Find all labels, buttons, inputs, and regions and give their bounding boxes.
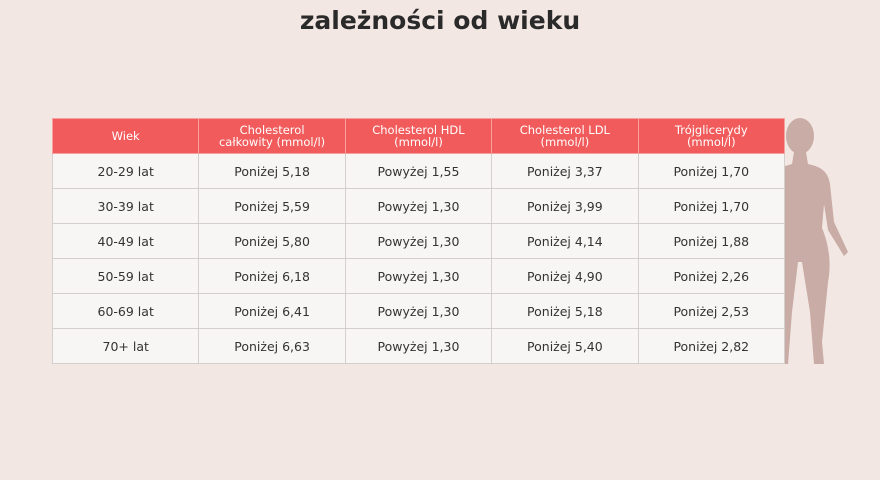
table-cell: Poniżej 4,14 — [491, 223, 639, 259]
table-cell: Poniżej 5,59 — [198, 188, 346, 224]
table-cell: Poniżej 3,99 — [491, 188, 639, 224]
table-cell: Poniżej 2,82 — [637, 328, 786, 364]
table-row: 40-49 lat Poniżej 5,80 Powyżej 1,30 Poniżej… — [51, 223, 786, 259]
table-cell: Poniżej 1,70 — [637, 153, 786, 189]
column-header: Cholesterol HDL (mmol/l) — [344, 118, 493, 154]
header-row: Wiek Cholesterol całkowity (mmol/l) Choles… — [51, 118, 786, 154]
table-cell: Poniżej 4,90 — [491, 258, 639, 294]
table-cell: 30-39 lat — [51, 188, 200, 224]
table-cell: Poniżej 6,63 — [198, 328, 346, 364]
table-cell: Poniżej 2,53 — [637, 293, 786, 329]
table-cell: Poniżej 2,26 — [637, 258, 786, 294]
table-cell: Poniżej 1,88 — [637, 223, 786, 259]
column-header-text: Wiek — [111, 129, 140, 143]
table-cell: 70+ lat — [51, 328, 200, 364]
table-row: 20-29 lat Poniżej 5,18 Powyżej 1,55 Poniżej… — [51, 153, 786, 189]
table-row: 50-59 lat Poniżej 6,18 Powyżej 1,30 Poniżej… — [51, 258, 786, 294]
column-header-text: Cholesterol całkowity (mmol/l) — [218, 123, 326, 149]
table-cell: 50-59 lat — [51, 258, 200, 294]
table-cell: Poniżej 5,18 — [491, 293, 639, 329]
column-header: Wiek — [51, 118, 200, 154]
table-cell: Powyżej 1,30 — [344, 328, 493, 364]
table-cell: 20-29 lat — [51, 153, 200, 189]
title: zależności od wieku — [299, 6, 581, 35]
table-row: 60-69 lat Poniżej 6,41 Powyżej 1,30 Poniżej… — [51, 293, 786, 329]
column-header-text: Trójglicerydy (mmol/l) — [674, 123, 748, 149]
cholesterol-table: Wiek Cholesterol całkowity (mmol/l) Choles… — [51, 118, 786, 364]
column-header: Trójglicerydy (mmol/l) — [637, 118, 786, 154]
table-cell: 40-49 lat — [51, 223, 200, 259]
table-cell: Poniżej 3,37 — [491, 153, 639, 189]
table-cell: Poniżej 5,18 — [198, 153, 346, 189]
table-cell: Poniżej 5,80 — [198, 223, 346, 259]
table-cell: Powyżej 1,30 — [344, 223, 493, 259]
column-header: Cholesterol LDL (mmol/l) — [491, 118, 639, 154]
table-cell: Powyżej 1,55 — [344, 153, 493, 189]
column-header-text: Cholesterol HDL (mmol/l) — [372, 123, 465, 149]
table-cell: 60-69 lat — [51, 293, 200, 329]
table-cell: Powyżej 1,30 — [344, 188, 493, 224]
table-cell: Powyżej 1,30 — [344, 293, 493, 329]
table-cell: Poniżej 5,40 — [491, 328, 639, 364]
table-cell: Poniżej 1,70 — [637, 188, 786, 224]
column-header-text: Cholesterol LDL (mmol/l) — [519, 123, 610, 149]
table-body: 20-29 lat Poniżej 5,18 Powyżej 1,55 Poniżej… — [51, 153, 786, 364]
column-header: Cholesterol całkowity (mmol/l) — [198, 118, 346, 154]
table-cell: Poniżej 6,41 — [198, 293, 346, 329]
table-cell: Poniżej 6,18 — [198, 258, 346, 294]
table-row: 70+ lat Poniżej 6,63 Powyżej 1,30 Poniżej 5… — [51, 328, 786, 364]
table-cell: Powyżej 1,30 — [344, 258, 493, 294]
table-row: 30-39 lat Poniżej 5,59 Powyżej 1,30 Poniżej… — [51, 188, 786, 224]
